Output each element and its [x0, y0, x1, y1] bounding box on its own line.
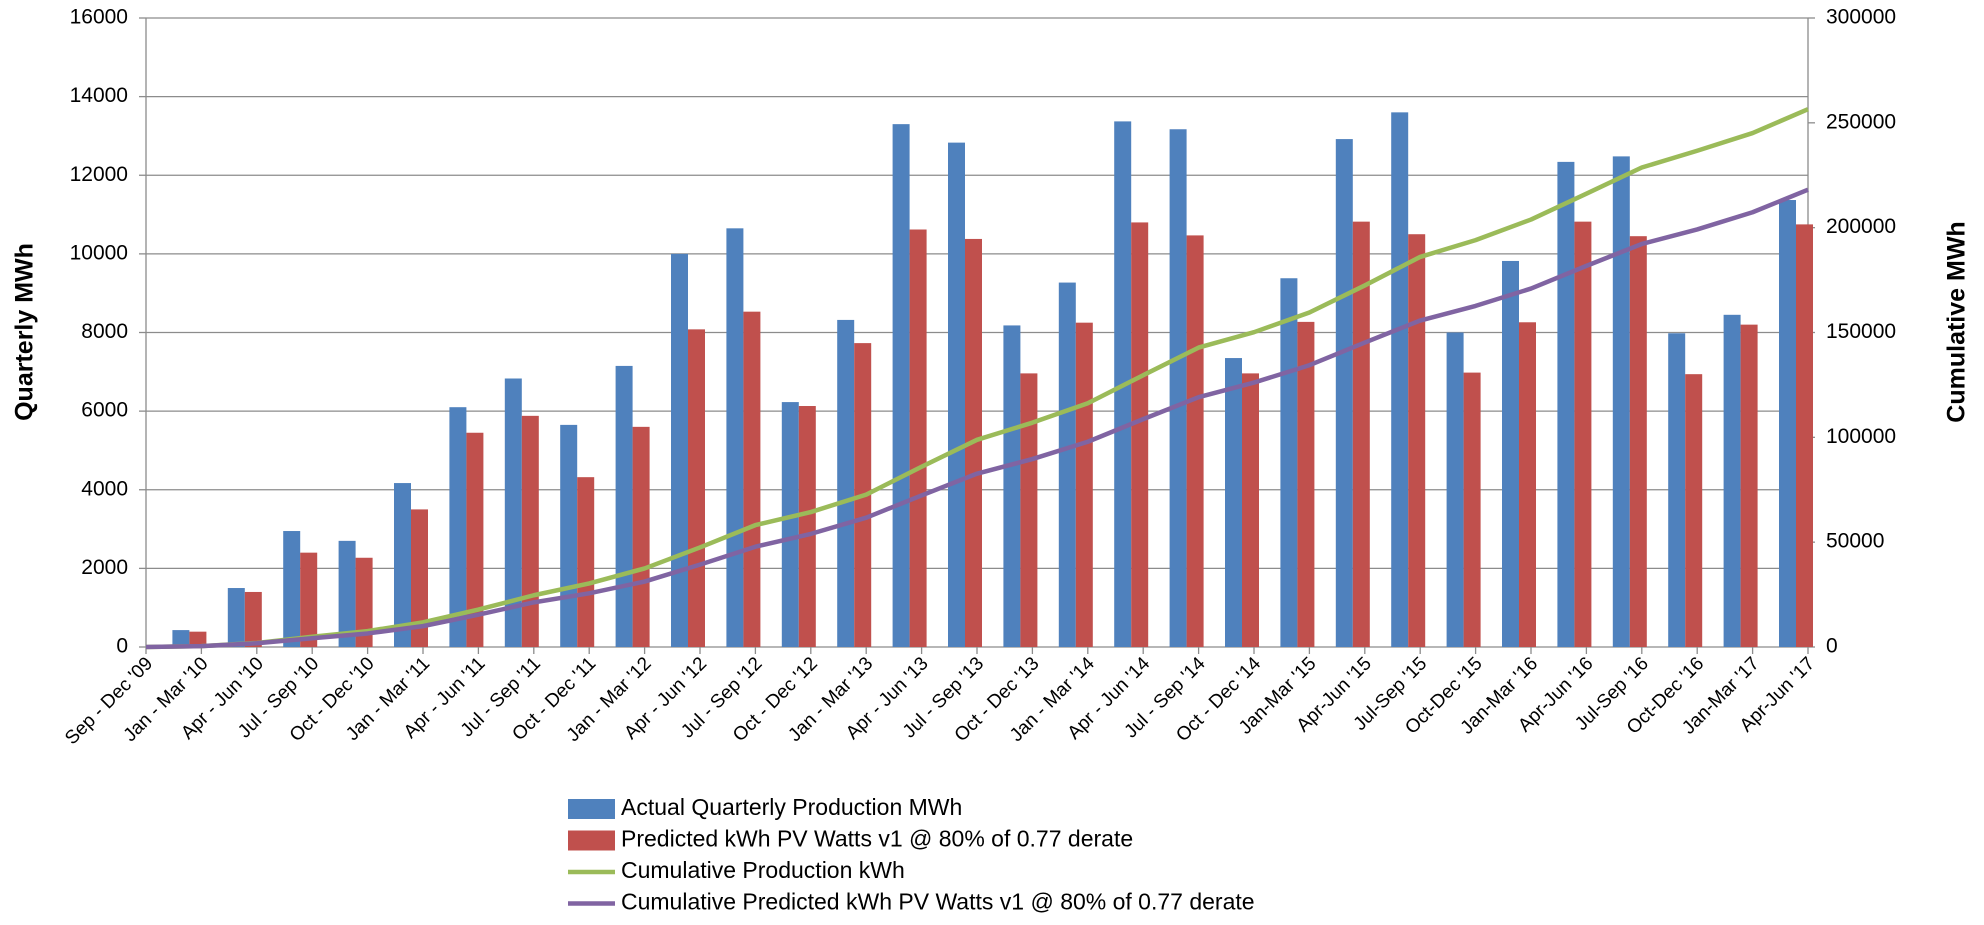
- y-tick-label: 16000: [70, 6, 128, 29]
- bar: [1297, 321, 1315, 647]
- y2-tick-label: 100000: [1826, 425, 1896, 448]
- y-tick-label: 12000: [70, 163, 128, 186]
- legend-label: Cumulative Production kWh: [621, 857, 905, 883]
- y2-tick-label: 300000: [1826, 6, 1896, 29]
- bar: [577, 477, 595, 647]
- y-tick-label: 8000: [81, 320, 128, 343]
- bar: [671, 253, 688, 647]
- legend-label: Predicted kWh PV Watts v1 @ 80% of 0.77 …: [621, 826, 1133, 852]
- bar: [1242, 373, 1259, 647]
- bar: [948, 142, 965, 648]
- bar: [1519, 322, 1536, 647]
- y2-tick-label: 0: [1826, 635, 1838, 658]
- legend-swatch: [568, 830, 615, 851]
- bar: [560, 424, 578, 647]
- bar: [1668, 333, 1686, 647]
- y2-tick-label: 200000: [1826, 215, 1896, 238]
- bar: [172, 630, 190, 647]
- bar: [688, 329, 705, 647]
- bar: [1612, 156, 1630, 647]
- y2-axis-title: Cumulative MWh: [1943, 221, 1971, 422]
- bar: [227, 588, 245, 647]
- bar: [1003, 325, 1021, 647]
- y2-tick-label: 250000: [1826, 110, 1896, 133]
- bar: [355, 557, 373, 647]
- bar: [1557, 161, 1575, 648]
- bar: [615, 365, 633, 647]
- bar: [909, 229, 927, 647]
- bar: [1225, 358, 1242, 647]
- bar: [300, 552, 318, 647]
- bar: [1685, 374, 1703, 647]
- bar: [411, 509, 428, 647]
- bar: [798, 406, 816, 647]
- bar: [1280, 278, 1298, 647]
- bar: [1020, 373, 1038, 647]
- y-axis-title: Quarterly MWh: [11, 243, 39, 421]
- bar: [726, 228, 744, 647]
- bar: [1131, 222, 1149, 648]
- y-tick-label: 4000: [81, 477, 128, 500]
- y-tick-label: 6000: [81, 399, 128, 422]
- bar: [1169, 129, 1187, 647]
- bar: [1463, 372, 1481, 647]
- bar: [743, 311, 761, 647]
- y2-tick-label: 50000: [1826, 530, 1884, 553]
- line-series: [145, 107, 1809, 650]
- y-tick-label: 14000: [70, 84, 128, 107]
- bar: [1502, 260, 1519, 647]
- y2-tick-label: 150000: [1826, 320, 1896, 343]
- bar: [1779, 200, 1796, 647]
- bar: [283, 531, 301, 647]
- bar: [1075, 322, 1093, 647]
- bar: [466, 432, 484, 647]
- bar: [781, 402, 799, 647]
- bar: [338, 540, 356, 647]
- bar: [1796, 224, 1813, 647]
- bar: [1723, 314, 1741, 647]
- bar: [1574, 221, 1592, 648]
- legend-swatch: [568, 799, 615, 819]
- bar: [521, 415, 539, 647]
- bar: [837, 319, 855, 647]
- y-tick-label: 0: [116, 635, 128, 658]
- line-series: [145, 187, 1809, 650]
- y-tick-label: 2000: [81, 556, 128, 579]
- bar: [1408, 234, 1426, 647]
- legend-label: Actual Quarterly Production MWh: [621, 794, 962, 820]
- bar: [1352, 221, 1370, 648]
- bar: [1629, 236, 1647, 647]
- bar: [632, 426, 650, 647]
- bar: [244, 591, 262, 647]
- bar: [394, 483, 411, 647]
- bar: [1335, 139, 1353, 647]
- bar: [504, 378, 522, 647]
- bar: [1058, 282, 1076, 647]
- bar: [892, 124, 910, 648]
- bar: [1446, 332, 1464, 647]
- bar: [449, 407, 467, 647]
- bar: [1186, 235, 1204, 647]
- y-tick-label: 10000: [70, 241, 128, 264]
- legend-label: Cumulative Predicted kWh PV Watts v1 @ 8…: [621, 889, 1255, 915]
- bar: [189, 631, 207, 647]
- bar: [1740, 324, 1758, 647]
- bar: [1391, 112, 1409, 648]
